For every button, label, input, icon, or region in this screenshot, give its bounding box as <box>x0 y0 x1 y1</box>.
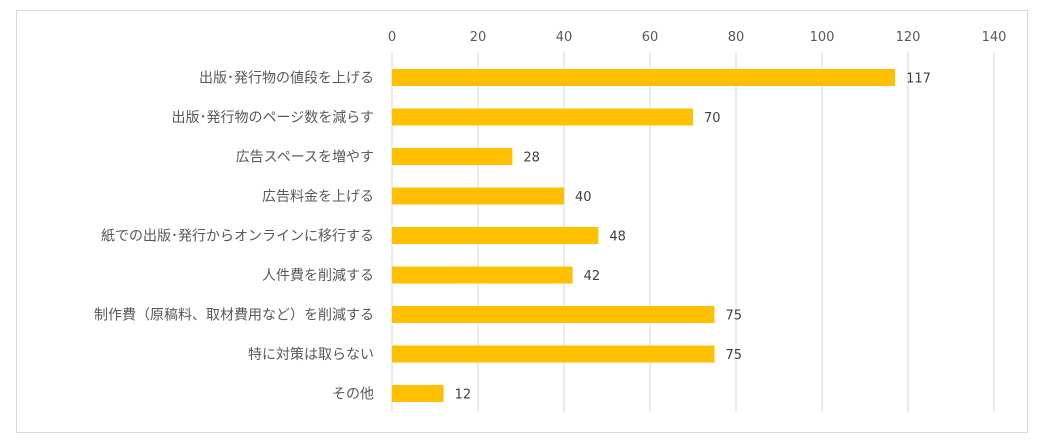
bar <box>392 266 573 284</box>
data-label: 70 <box>704 111 721 126</box>
bar <box>392 227 599 244</box>
x-tick-label: 20 <box>470 30 487 45</box>
category-label: その他 <box>332 387 374 403</box>
bar <box>392 306 715 323</box>
category-label: 紙での出版･発行からオンラインに移行する <box>101 229 374 245</box>
bar <box>392 345 715 363</box>
x-tick-label: 100 <box>810 30 835 45</box>
category-label: 広告料金を上げる <box>262 189 374 205</box>
bar <box>392 385 444 402</box>
category-label: 人件費を削減する <box>262 267 374 284</box>
category-label: 特に対策は取らない <box>248 346 374 363</box>
data-labels: 117 70 28 40 48 42 75 75 12 <box>455 72 931 403</box>
category-label: 広告スペースを増やす <box>236 150 374 166</box>
data-label: 75 <box>726 348 743 363</box>
x-tick-label: 80 <box>728 30 745 45</box>
category-labels: 出版･発行物の値段を上げる出版･発行物のページ数を減らす広告スペースを増やす広告… <box>94 71 374 403</box>
x-axis-tick-labels: 0 20 40 60 80 100 120 140 <box>388 30 1007 45</box>
bar <box>392 148 513 165</box>
data-label: 75 <box>726 309 743 324</box>
x-tick-label: 120 <box>896 30 921 45</box>
x-tick-label: 40 <box>556 30 573 45</box>
category-label: 制作費（原稿料、取材費用など）を削減する <box>94 307 374 324</box>
category-label: 出版･発行物の値段を上げる <box>199 71 374 87</box>
data-label: 40 <box>575 190 592 205</box>
x-tick-label: 0 <box>388 30 396 45</box>
bars <box>392 69 896 402</box>
x-tick-label: 60 <box>642 30 659 45</box>
bar <box>392 108 693 126</box>
data-label: 48 <box>609 230 626 245</box>
bar <box>392 69 896 86</box>
data-label: 117 <box>906 72 931 87</box>
x-tick-label: 140 <box>982 30 1007 45</box>
data-label: 42 <box>584 269 601 284</box>
data-label: 12 <box>455 388 472 403</box>
bar <box>392 187 564 205</box>
data-label: 28 <box>523 151 540 166</box>
category-label: 出版･発行物のページ数を減らす <box>172 109 374 126</box>
